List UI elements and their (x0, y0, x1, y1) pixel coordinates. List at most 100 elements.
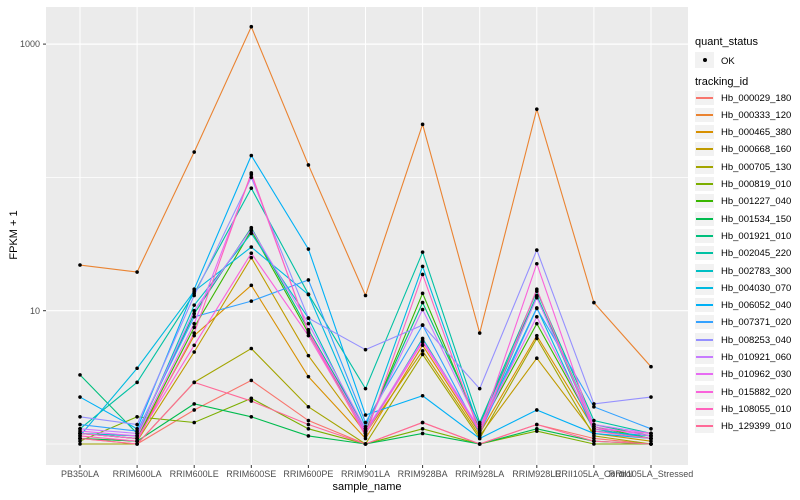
data-point (420, 352, 425, 357)
data-point (192, 402, 196, 406)
data-point (306, 292, 311, 297)
x-tick-label-RRIM600SE: RRIM600SE (226, 469, 277, 479)
data-point (192, 420, 196, 425)
legend-key-line (696, 183, 713, 185)
data-point (306, 418, 311, 423)
data-point (477, 434, 482, 438)
data-point (535, 306, 539, 311)
data-point (420, 307, 425, 312)
data-point (249, 283, 254, 288)
data-point (78, 395, 82, 399)
data-point (535, 287, 539, 291)
data-point (420, 427, 425, 431)
data-point (192, 314, 196, 319)
data-point (306, 422, 311, 427)
data-point (420, 291, 425, 296)
x-tick-label-RRIM928LA: RRIM928LA (455, 469, 505, 479)
point-marker-icon (703, 58, 707, 62)
legend-title-tracking-id: tracking_id (695, 76, 749, 88)
legend-key-line (696, 425, 713, 428)
data-point (535, 333, 539, 338)
data-point (192, 150, 196, 154)
legend-key-line (696, 96, 713, 99)
x-tick-label-RRIM928BA: RRIM928BA (397, 469, 448, 479)
legend-item-label: Hb_001921_010 (721, 230, 792, 242)
data-point (135, 439, 139, 443)
data-point (78, 263, 82, 267)
x-tick-label-RRIM600PE: RRIM600PE (283, 469, 334, 479)
data-point (192, 293, 196, 298)
legend-key-line (696, 407, 713, 410)
legend-item-label: Hb_108055_010 (721, 403, 792, 415)
data-point (477, 386, 482, 391)
legend-key-line (696, 304, 713, 307)
x-tick-label-RRII105LA_Control: RRII105LA_Control (554, 469, 633, 479)
data-point (535, 107, 539, 111)
data-point (592, 429, 596, 433)
data-point (78, 434, 82, 438)
data-point (420, 431, 425, 436)
legend-key-box (695, 367, 714, 382)
data-point (192, 325, 196, 330)
legend-key-line (696, 321, 713, 324)
legend-key-line (696, 165, 713, 168)
legend-item-label: OK (721, 56, 735, 67)
legend-item-label: Hb_001227_040 (721, 196, 792, 208)
data-point (649, 436, 653, 441)
legend-key-line (696, 234, 713, 237)
data-point (78, 373, 82, 377)
legend-item-label: Hb_000333_120 (721, 109, 792, 121)
legend-key-line (696, 390, 713, 393)
legend-key-box (695, 52, 714, 68)
data-point (420, 323, 425, 327)
data-point (78, 422, 82, 427)
data-point (306, 353, 311, 358)
legend-key-line (696, 356, 713, 358)
data-point (535, 408, 539, 412)
data-point (420, 340, 425, 345)
legend-key-box (695, 419, 714, 434)
data-point (78, 431, 82, 436)
data-point (249, 153, 254, 158)
data-point (420, 420, 425, 425)
data-point (363, 442, 368, 446)
data-point (649, 431, 653, 436)
data-point (135, 414, 139, 419)
data-point (135, 431, 139, 436)
legend-key-line (696, 131, 713, 134)
data-point (649, 395, 653, 399)
legend-key-box (695, 90, 714, 105)
data-point (249, 231, 254, 236)
legend-key-box (695, 211, 714, 226)
data-point (192, 380, 196, 385)
data-point (249, 175, 254, 180)
data-point (535, 248, 539, 252)
data-point (249, 24, 254, 29)
data-point (649, 427, 653, 431)
y-tick-label: 1000 (19, 39, 40, 50)
data-point (649, 439, 653, 443)
legend-title-quant-status: quant_status (695, 36, 758, 48)
legend-item-label: Hb_000029_180 (721, 92, 792, 104)
data-point (535, 314, 539, 319)
data-point (78, 436, 82, 441)
data-point (306, 316, 311, 320)
data-point (592, 418, 596, 423)
data-point (306, 321, 311, 326)
x-tick-label-RRIM600LE: RRIM600LE (169, 469, 219, 479)
data-point (363, 431, 368, 436)
data-point (592, 402, 596, 406)
legend-key-line (696, 200, 713, 203)
data-point (135, 434, 139, 438)
data-point (192, 311, 196, 316)
data-point (477, 331, 482, 335)
data-point (649, 434, 653, 438)
data-point (249, 251, 254, 255)
data-point (78, 442, 82, 446)
legend-key-box (695, 228, 714, 243)
legend-item-label: Hb_000465_380 (721, 127, 792, 139)
legend-key-box (695, 280, 714, 295)
legend-item-label: Hb_002045_220 (721, 248, 792, 260)
data-point (363, 293, 368, 298)
data-point (363, 436, 368, 441)
